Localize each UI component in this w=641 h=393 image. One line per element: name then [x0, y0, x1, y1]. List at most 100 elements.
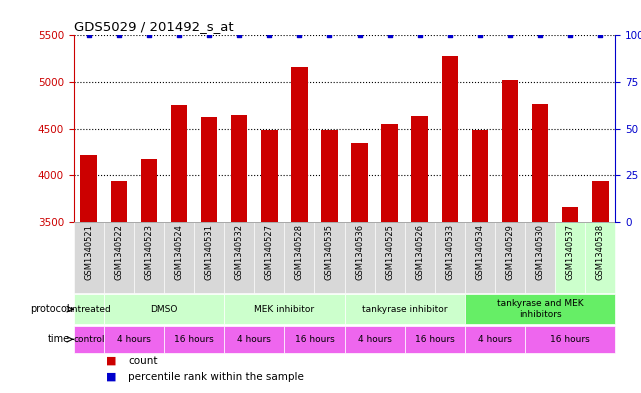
Text: ■: ■	[106, 372, 117, 382]
Bar	[532, 104, 549, 393]
Point	[264, 32, 274, 39]
Text: GSM1340522: GSM1340522	[114, 224, 123, 280]
Bar	[164, 222, 194, 294]
Bar	[285, 222, 315, 294]
Text: 16 hours: 16 hours	[295, 335, 335, 344]
Text: 4 hours: 4 hours	[478, 335, 512, 344]
Point	[445, 32, 455, 39]
Point	[113, 32, 124, 39]
Text: GSM1340528: GSM1340528	[295, 224, 304, 280]
Bar	[404, 325, 465, 353]
Text: 16 hours: 16 hours	[174, 335, 214, 344]
Text: GSM1340534: GSM1340534	[476, 224, 485, 280]
Text: GSM1340535: GSM1340535	[325, 224, 334, 280]
Bar	[345, 222, 374, 294]
Bar	[254, 222, 285, 294]
Point	[144, 32, 154, 39]
Text: GSM1340521: GSM1340521	[84, 224, 93, 280]
Bar	[74, 325, 104, 353]
Point	[595, 32, 606, 39]
Bar	[585, 222, 615, 294]
Text: GSM1340530: GSM1340530	[536, 224, 545, 280]
Text: 4 hours: 4 hours	[237, 335, 271, 344]
Point	[204, 32, 214, 39]
Bar	[351, 143, 368, 393]
Bar	[525, 222, 555, 294]
Bar	[412, 116, 428, 393]
Text: GSM1340538: GSM1340538	[596, 224, 605, 280]
Text: GSM1340523: GSM1340523	[144, 224, 153, 280]
Point	[294, 32, 304, 39]
Text: GSM1340525: GSM1340525	[385, 224, 394, 280]
Bar	[111, 181, 127, 393]
Text: 16 hours: 16 hours	[415, 335, 454, 344]
Bar	[435, 222, 465, 294]
Bar	[345, 294, 465, 324]
Text: count: count	[128, 356, 158, 365]
Bar	[201, 118, 217, 393]
Bar	[81, 154, 97, 393]
Bar	[104, 294, 224, 324]
Bar	[502, 80, 519, 393]
Point	[385, 32, 395, 39]
Text: time: time	[48, 334, 70, 344]
Text: 4 hours: 4 hours	[358, 335, 392, 344]
Bar	[562, 207, 578, 393]
Bar	[74, 294, 104, 324]
Bar	[140, 159, 157, 393]
Bar	[465, 294, 615, 324]
Text: GSM1340524: GSM1340524	[174, 224, 183, 280]
Point	[505, 32, 515, 39]
Bar	[495, 222, 525, 294]
Bar	[261, 130, 278, 393]
Text: MEK inhibitor: MEK inhibitor	[254, 305, 315, 314]
Bar	[224, 325, 285, 353]
Point	[324, 32, 335, 39]
Bar	[291, 67, 308, 393]
Bar	[134, 222, 164, 294]
Bar	[381, 124, 398, 393]
Bar	[224, 294, 345, 324]
Text: GSM1340531: GSM1340531	[204, 224, 213, 280]
Text: tankyrase and MEK
inhibitors: tankyrase and MEK inhibitors	[497, 299, 583, 319]
Bar	[104, 222, 134, 294]
Bar	[404, 222, 435, 294]
Text: GSM1340527: GSM1340527	[265, 224, 274, 280]
Point	[234, 32, 244, 39]
Bar	[465, 325, 525, 353]
Text: ■: ■	[106, 356, 117, 365]
Text: 4 hours: 4 hours	[117, 335, 151, 344]
Text: GSM1340537: GSM1340537	[566, 224, 575, 280]
Bar	[345, 325, 404, 353]
Text: GSM1340532: GSM1340532	[235, 224, 244, 280]
Point	[354, 32, 365, 39]
Bar	[321, 130, 338, 393]
Point	[475, 32, 485, 39]
Point	[565, 32, 576, 39]
Bar	[555, 222, 585, 294]
Text: DMSO: DMSO	[150, 305, 178, 314]
Text: 16 hours: 16 hours	[551, 335, 590, 344]
Point	[535, 32, 545, 39]
Bar	[74, 222, 104, 294]
Text: GDS5029 / 201492_s_at: GDS5029 / 201492_s_at	[74, 20, 233, 33]
Bar	[231, 115, 247, 393]
Text: control: control	[73, 335, 104, 344]
Bar	[194, 222, 224, 294]
Text: percentile rank within the sample: percentile rank within the sample	[128, 372, 304, 382]
Bar	[525, 325, 615, 353]
Bar	[104, 325, 164, 353]
Bar	[315, 222, 345, 294]
Bar	[592, 181, 608, 393]
Text: tankyrase inhibitor: tankyrase inhibitor	[362, 305, 447, 314]
Text: untreated: untreated	[67, 305, 111, 314]
Text: GSM1340526: GSM1340526	[415, 224, 424, 280]
Text: protocol: protocol	[31, 304, 70, 314]
Bar	[285, 325, 345, 353]
Bar	[442, 56, 458, 393]
Bar	[472, 130, 488, 393]
Point	[174, 32, 184, 39]
Bar	[164, 325, 224, 353]
Bar	[374, 222, 404, 294]
Text: GSM1340529: GSM1340529	[506, 224, 515, 280]
